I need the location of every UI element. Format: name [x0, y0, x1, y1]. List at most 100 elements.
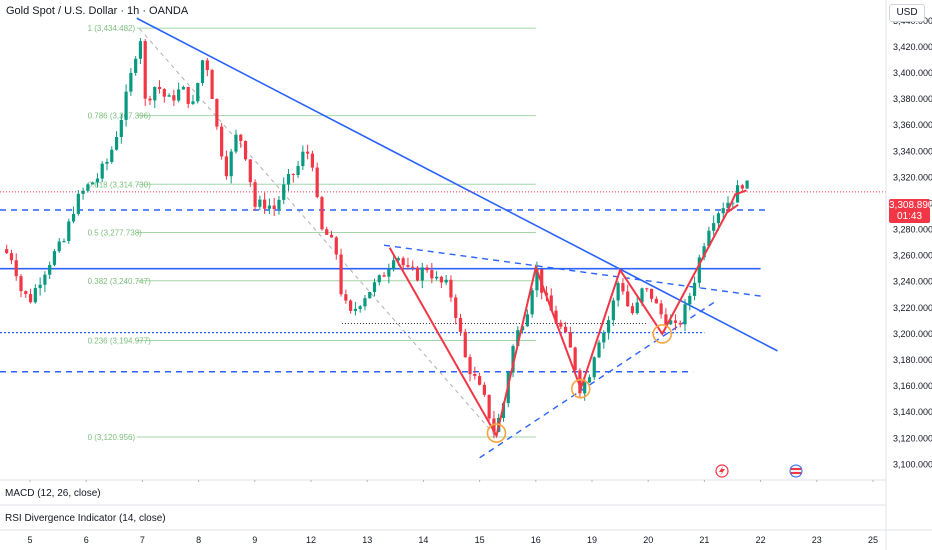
candle-body — [745, 180, 749, 189]
candle-body — [339, 254, 343, 295]
candles — [5, 38, 749, 439]
candle-body — [473, 374, 477, 377]
candle-body — [583, 382, 587, 394]
candle-body — [24, 291, 28, 295]
fib-level-label: 0.236 (3,194.977) — [88, 336, 151, 345]
candle-body — [315, 167, 319, 198]
candle-body — [291, 173, 295, 176]
candle-body — [296, 166, 300, 176]
candle-body — [664, 314, 668, 325]
fib-level-label: 0.5 (3,277.738) — [88, 229, 143, 238]
candle-body — [654, 298, 658, 304]
candle-body — [205, 60, 209, 71]
candle-body — [449, 279, 453, 298]
swing-low-circle — [570, 378, 591, 399]
candle-body — [697, 257, 701, 283]
candle-body — [229, 151, 233, 177]
candle-body — [286, 173, 291, 185]
candle-body — [444, 279, 448, 283]
candle-body — [692, 282, 697, 296]
candle-body — [454, 297, 458, 318]
candle-body — [62, 241, 66, 243]
candle-body — [549, 295, 553, 311]
x-tick-label: 13 — [362, 535, 372, 545]
candle-body — [606, 320, 611, 333]
candle-body — [267, 205, 272, 209]
candle-body — [5, 249, 9, 254]
candle-body — [721, 208, 725, 214]
y-tick-label: 3,220.000 — [893, 303, 932, 313]
candle-body — [602, 332, 606, 343]
candle-body — [382, 275, 386, 277]
candle-body — [707, 230, 711, 247]
flag-stripe — [791, 468, 801, 470]
us-flag-icon — [789, 464, 803, 478]
candle-body — [702, 246, 706, 258]
candle-body — [277, 199, 281, 210]
candle-body — [487, 394, 491, 419]
fib-level-label: 0.786 (3,367.396) — [88, 112, 151, 121]
candle-body — [138, 41, 143, 59]
candle-body — [239, 134, 243, 141]
candle-body — [435, 276, 439, 279]
x-tick-label: 12 — [306, 535, 316, 545]
y-tick-label: 3,420.000 — [893, 42, 932, 52]
y-tick-label: 3,180.000 — [893, 355, 932, 365]
candle-body — [253, 182, 257, 207]
last-price-value: 3,308.890 — [889, 200, 932, 211]
x-tick-label: 19 — [587, 535, 597, 545]
candle-body — [645, 288, 649, 290]
candle-body — [726, 202, 730, 209]
candle-body — [48, 264, 52, 275]
candle-body — [363, 298, 367, 307]
rsi-pane-label[interactable]: RSI Divergence Indicator (14, close) — [5, 513, 166, 524]
candle-body — [177, 89, 181, 101]
x-tick-label: 21 — [699, 535, 709, 545]
y-tick-label: 3,240.000 — [893, 277, 932, 287]
candle-body — [57, 241, 61, 252]
currency-button[interactable]: USD — [889, 4, 925, 22]
candle-body — [86, 184, 90, 191]
flag-stripe — [791, 472, 801, 474]
x-tick-label: 5 — [27, 535, 32, 545]
x-tick-label: 20 — [643, 535, 653, 545]
candle-body — [43, 274, 47, 285]
candle-body — [224, 156, 229, 177]
x-tick-label: 8 — [196, 535, 201, 545]
candle-body — [172, 95, 176, 101]
candle-body — [329, 234, 334, 238]
candle-body — [248, 159, 252, 183]
bar-countdown: 01:43 — [896, 211, 923, 222]
candle-body — [52, 251, 57, 265]
candle-body — [200, 60, 205, 84]
x-tick-label: 15 — [475, 535, 485, 545]
candle-body — [554, 310, 558, 323]
symbol-title[interactable]: Gold Spot / U.S. Dollar · 1h · OANDA — [6, 5, 189, 17]
candle-body — [306, 151, 310, 154]
candle-body — [33, 288, 37, 303]
candle-body — [439, 276, 443, 283]
macd-pane-label[interactable]: MACD (12, 26, close) — [5, 488, 101, 499]
candle-body — [234, 134, 238, 152]
candle-body — [587, 377, 592, 383]
candle-body — [415, 267, 420, 281]
candle-body — [478, 376, 482, 385]
swing-low-circle — [652, 324, 673, 344]
candle-body — [28, 294, 33, 303]
candle-body — [186, 86, 190, 104]
candle-body — [353, 308, 357, 311]
candle-body — [71, 213, 76, 222]
candle-body — [683, 304, 687, 325]
candle-body — [630, 306, 635, 314]
candle-body — [301, 151, 305, 167]
candle-body — [430, 270, 434, 279]
candle-body — [124, 91, 128, 120]
candle-body — [220, 126, 224, 157]
upper-dashed-trendline — [383, 244, 761, 297]
candle-body — [38, 284, 42, 289]
candle-body — [425, 267, 429, 271]
candle-body — [673, 320, 678, 323]
candle-body — [67, 221, 71, 242]
